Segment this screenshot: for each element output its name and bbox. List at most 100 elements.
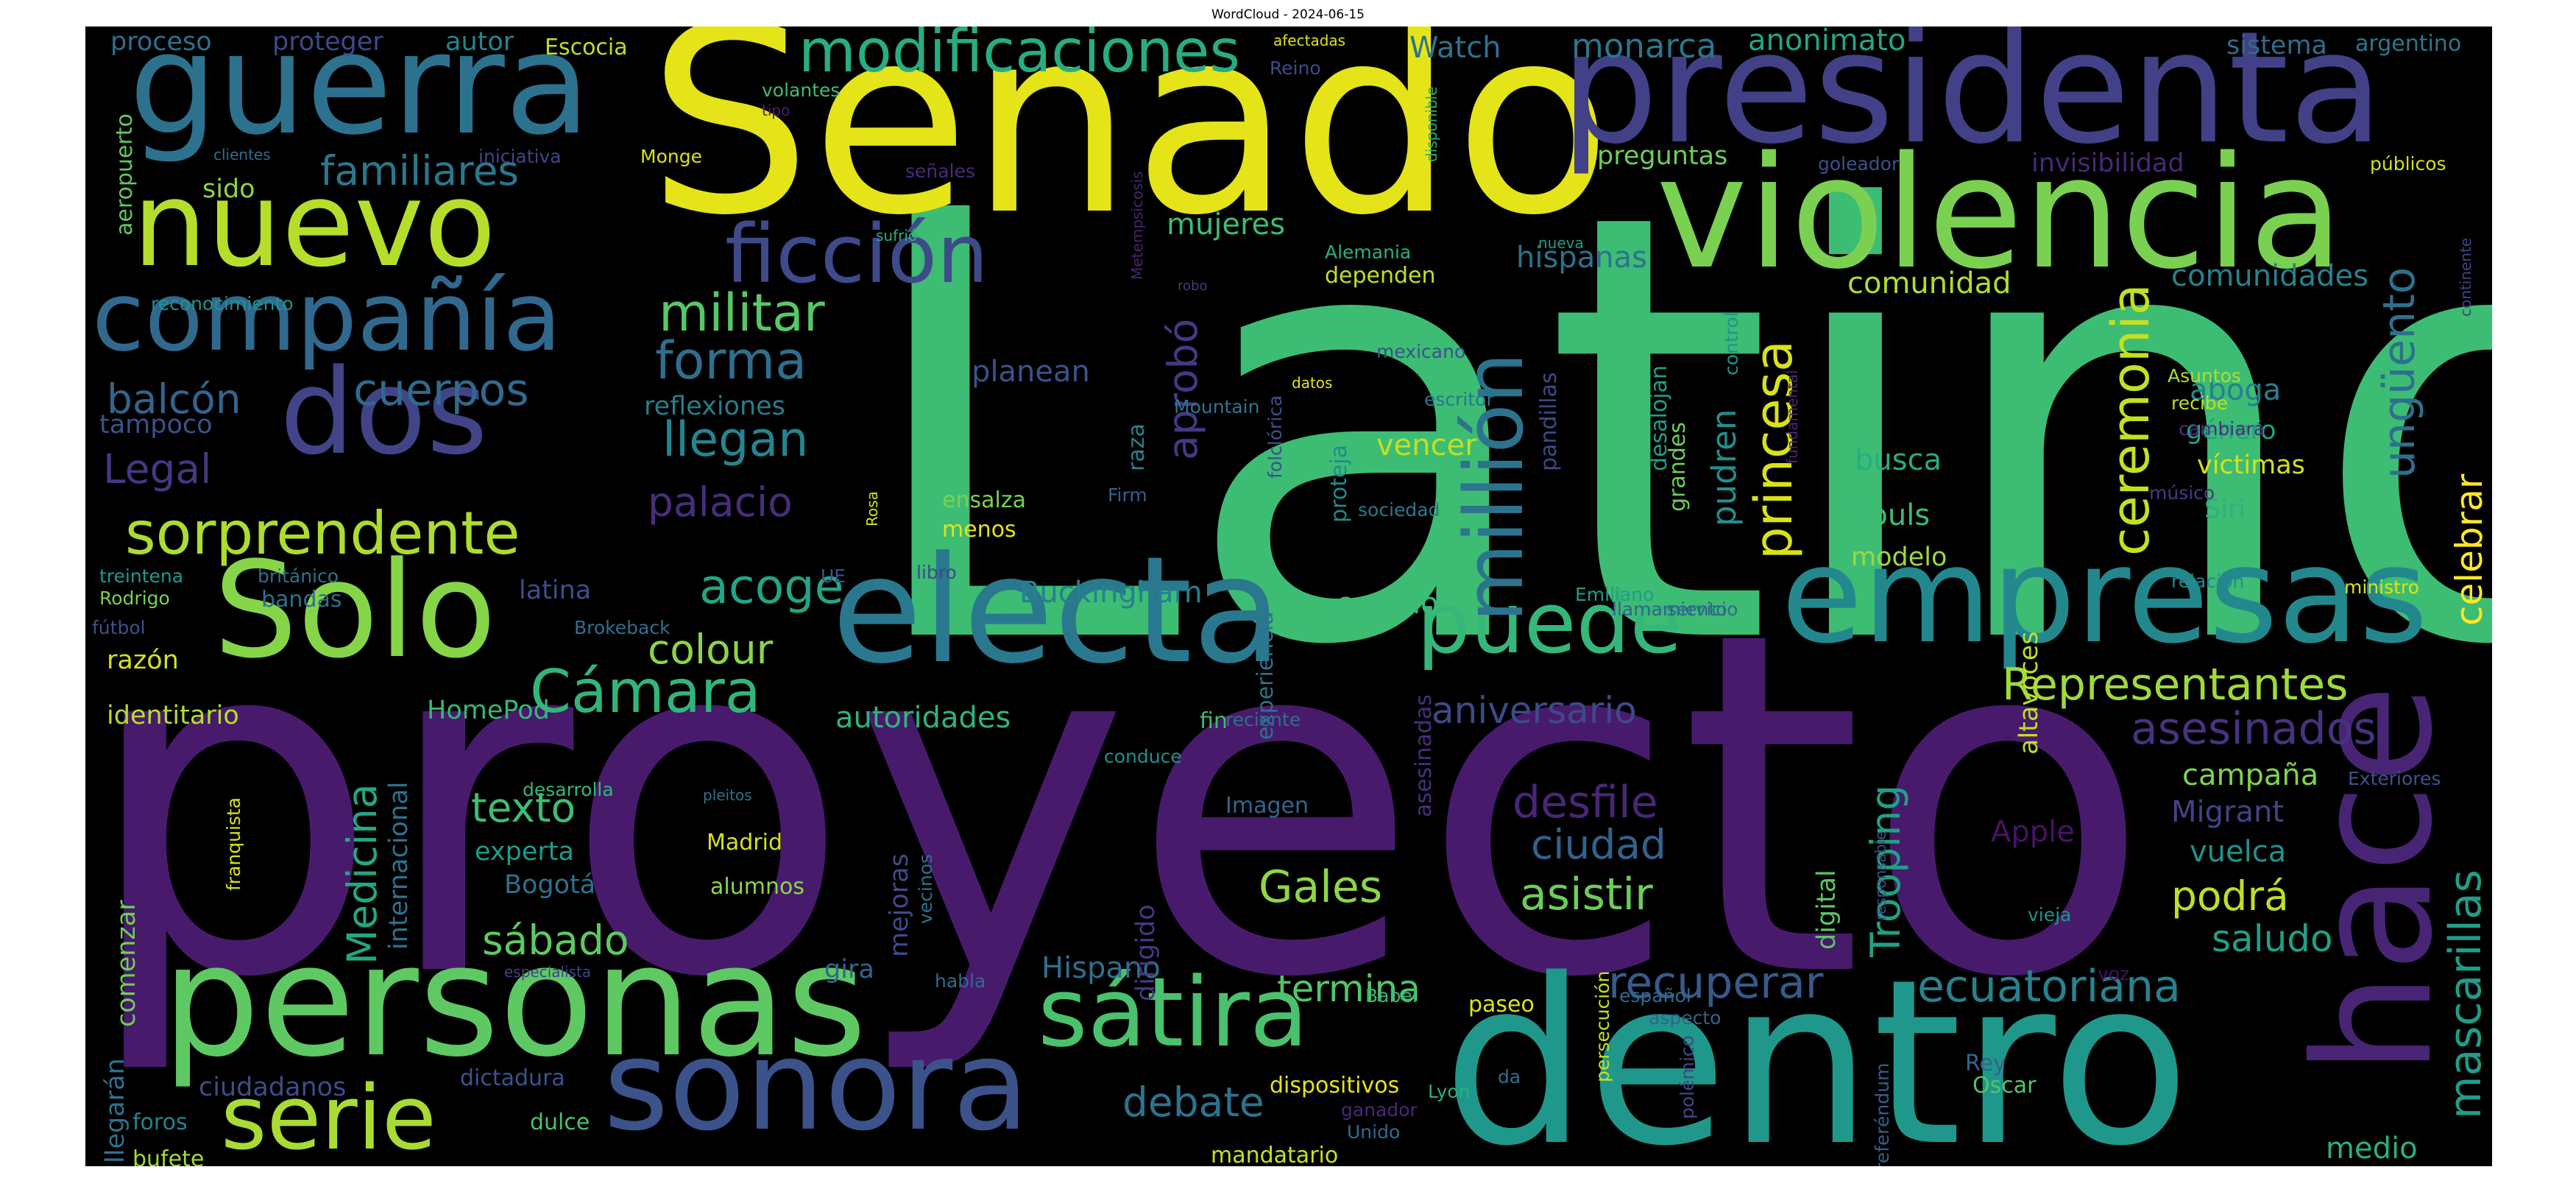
word-vencer: vencer — [1376, 428, 1477, 462]
word-militar: militar — [659, 283, 825, 343]
word-dos: dos — [280, 343, 488, 481]
word-senales: señales — [905, 161, 975, 182]
word-watch: Watch — [1409, 31, 1501, 65]
word-cambiara: cambiará — [2179, 418, 2265, 440]
word-ministro: ministro — [2344, 576, 2419, 598]
word-dispositivos: dispositivos — [1270, 1073, 1400, 1098]
word-volantes: volantes — [762, 80, 841, 101]
word-afectadas: afectadas — [1273, 32, 1346, 49]
word-rodrigo: Rodrigo — [99, 588, 170, 609]
word-ue: UE — [821, 565, 846, 587]
word-desarrolla: desarrolla — [523, 779, 614, 800]
word-hispanas: hispanas — [1516, 241, 1647, 275]
word-clientes: clientes — [213, 146, 271, 163]
word-llegan: llegan — [662, 412, 809, 468]
word-monge: Monge — [640, 146, 702, 167]
word-babel: Babel — [1365, 985, 1418, 1006]
word-llamamiento: llamamiento — [1612, 599, 1727, 620]
word-cuerpos: cuerpos — [353, 364, 529, 416]
word-lyon: Lyon — [1428, 1081, 1471, 1102]
word-disponible: disponible — [1423, 86, 1440, 162]
word-rosa: Rosa — [863, 491, 881, 526]
word-solo: Solo — [213, 534, 497, 688]
word-oscar: Oscar — [1972, 1073, 2037, 1098]
word-emiliano: Emiliano — [1575, 584, 1655, 605]
word-metempsicosis: Metempsicosis — [1128, 171, 1146, 281]
word-invisibilidad: invisibilidad — [2031, 149, 2184, 178]
word-satira: sátira — [1038, 956, 1309, 1068]
word-apple: Apple — [1991, 815, 2075, 849]
word-folclorica: folclórica — [1264, 395, 1286, 479]
word-forma: forma — [655, 331, 807, 391]
word-proyecto: proyecto — [85, 532, 2152, 1080]
word-proteger: proteger — [272, 27, 383, 57]
word-compania: compañía — [92, 261, 562, 373]
word-control: control — [1721, 311, 1742, 375]
word-violencia: violencia — [1656, 123, 2344, 303]
word-fin: fin — [1200, 708, 1228, 734]
word-electa: electa — [832, 525, 1283, 696]
word-medio: medio — [2326, 1132, 2418, 1165]
word-aspecto: aspecto — [1649, 1007, 1722, 1029]
word-conduce: conduce — [1104, 746, 1182, 767]
word-paseo: paseo — [1468, 992, 1535, 1017]
word-ciudad: ciudad — [1531, 821, 1666, 868]
word-recibe: recibe — [2171, 392, 2229, 414]
word-espanol: español — [1619, 985, 1691, 1006]
word-saludo: saludo — [2212, 917, 2333, 960]
word-identitario: identitario — [107, 701, 239, 730]
word-asistir: asistir — [1520, 869, 1653, 920]
word-corrido: corrido — [1336, 587, 1439, 621]
word-futbol: fútbol — [92, 617, 146, 638]
word-menos: menos — [942, 517, 1016, 543]
word-campana: campaña — [2182, 758, 2319, 792]
word-alemania: Alemania — [1325, 241, 1412, 263]
word-publicos: públicos — [2370, 153, 2446, 174]
word-proceso: proceso — [110, 27, 212, 57]
word-unguento: ungüento — [2374, 267, 2425, 479]
word-altavoces: altavoces — [2014, 631, 2044, 755]
word-polemico: polémico — [1677, 1035, 1698, 1119]
word-personas: personas — [162, 911, 867, 1091]
word-bogota: Bogotá — [504, 870, 596, 900]
word-treintena: treintena — [99, 565, 184, 587]
word-imagen: Imagen — [1225, 793, 1309, 819]
word-asesinados: asesinados — [2131, 703, 2377, 755]
word-llegaran: llegarán — [101, 1058, 130, 1163]
word-termina: termina — [1277, 967, 1420, 1010]
page-title: WordCloud - 2024-06-15 — [1211, 7, 1365, 22]
word-ganador: ganador — [1341, 1099, 1418, 1121]
word-familiares: familiares — [320, 147, 520, 194]
word-ecuatoriana: ecuatoriana — [1917, 961, 2181, 1012]
word-hispano: Hispano — [1041, 951, 1161, 985]
word-referendum: referéndum — [1872, 1062, 1893, 1166]
word-representantes: Representantes — [2002, 659, 2349, 710]
word-dulce: dulce — [530, 1110, 590, 1135]
word-senado: Senado — [648, 27, 1613, 272]
word-sabado: sábado — [482, 917, 629, 964]
word-franquista: franquista — [223, 797, 244, 891]
word-recuperar: recuperar — [1608, 957, 1824, 1009]
word-gira: gira — [824, 955, 874, 984]
word-reino: Reino — [1270, 57, 1321, 79]
word-pudren: pudren — [1705, 409, 1744, 526]
word-britanico: británico — [258, 565, 339, 587]
word-nueva: nueva — [1538, 234, 1584, 252]
word-robo: robo — [1178, 278, 1208, 294]
word-especialista: especialista — [504, 963, 592, 981]
word-comenzar: comenzar — [112, 900, 141, 1027]
word-escritor: escritor — [1424, 389, 1494, 410]
word-latino: Latino — [854, 88, 2492, 774]
word-planean: planean — [972, 355, 1090, 389]
word-ficcion: ficción — [725, 207, 988, 301]
word-aboga: aboga — [2190, 373, 2282, 407]
word-da: da — [1498, 1066, 1521, 1087]
word-podra: podrá — [2171, 872, 2289, 920]
word-rey: Rey — [1965, 1051, 2006, 1076]
word-aeropuerto: aeropuerto — [112, 113, 138, 236]
word-migrant: Migrant — [2171, 795, 2285, 829]
word-relacion: relación — [2171, 571, 2245, 592]
word-ensalza: ensalza — [942, 487, 1026, 513]
word-mascarillas: mascarillas — [2440, 870, 2491, 1119]
word-gales: Gales — [1259, 861, 1383, 913]
